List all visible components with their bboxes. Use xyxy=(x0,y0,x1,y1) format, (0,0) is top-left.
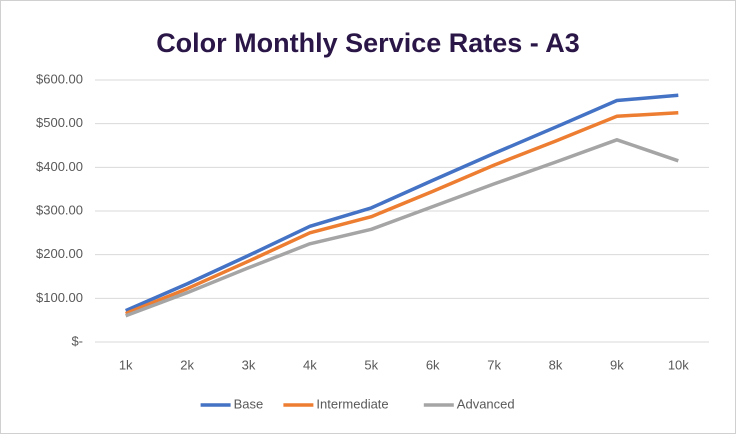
x-tick-label: 3k xyxy=(242,357,256,372)
legend-label: Intermediate xyxy=(316,396,388,411)
x-tick-label: 6k xyxy=(426,357,440,372)
y-tick-label: $400.00 xyxy=(36,159,83,174)
x-tick-label: 10k xyxy=(668,357,689,372)
y-tick-label: $600.00 xyxy=(36,71,83,86)
line-series xyxy=(125,138,679,318)
x-tick-label: 9k xyxy=(610,357,624,372)
legend-label: Advanced xyxy=(457,396,515,411)
y-tick-label: $- xyxy=(71,333,83,348)
x-tick-label: 7k xyxy=(487,357,501,372)
legend-label: Base xyxy=(234,396,264,411)
x-tick-label: 2k xyxy=(180,357,194,372)
y-tick-label: $500.00 xyxy=(36,115,83,130)
x-tick-label: 4k xyxy=(303,357,317,372)
y-tick-label: $200.00 xyxy=(36,246,83,261)
line-series xyxy=(125,93,679,313)
x-tick-label: 1k xyxy=(119,357,133,372)
y-tick-label: $100.00 xyxy=(36,290,83,305)
x-tick-label: 5k xyxy=(364,357,378,372)
y-tick-label: $300.00 xyxy=(36,202,83,217)
line-series xyxy=(125,111,679,316)
chart-title: Color Monthly Service Rates - A3 xyxy=(156,28,580,58)
x-tick-label: 8k xyxy=(549,357,563,372)
